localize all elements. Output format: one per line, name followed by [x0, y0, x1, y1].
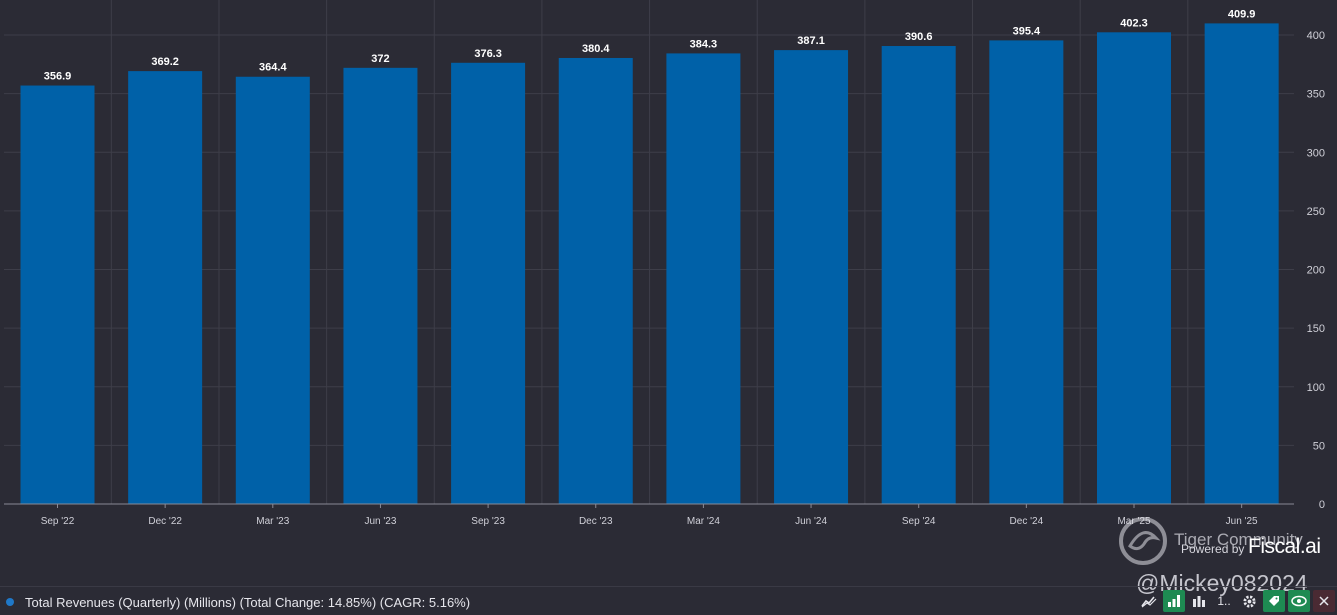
legend-dot: [6, 598, 14, 606]
y-tick-label: 250: [1307, 206, 1325, 218]
line-chart-icon[interactable]: [1138, 590, 1160, 612]
x-tick-label: Dec '22: [148, 516, 182, 527]
x-tick-label: Sep '22: [41, 516, 75, 527]
eye-icon[interactable]: [1288, 590, 1310, 612]
x-tick-label: Sep '24: [902, 516, 936, 527]
revenue-bar-chart: 356.9 369.2 364.4 372 376.3 380.4 384.3 387.1 39…: [4, 0, 1325, 527]
watermark-community: Tiger Community: [1174, 530, 1303, 549]
data-label: 384.3: [690, 38, 718, 50]
data-labels: 356.9 369.2 364.4 372 376.3 380.4 384.3 387.1 39…: [44, 8, 1256, 82]
x-tick-label: Mar '24: [687, 516, 720, 527]
bar-chart-icon[interactable]: [1163, 590, 1185, 612]
data-label: 402.3: [1120, 17, 1148, 29]
watermark-powered-by: Powered by: [1181, 542, 1245, 556]
legend[interactable]: Total Revenues (Quarterly) (Millions) (T…: [6, 593, 470, 611]
y-tick-label: 150: [1307, 323, 1325, 335]
tag-icon[interactable]: [1263, 590, 1285, 612]
bar[interactable]: [881, 46, 956, 505]
bar[interactable]: [451, 62, 526, 505]
y-tick-label: 400: [1307, 30, 1325, 42]
x-tick-label: Mar '23: [256, 516, 289, 527]
bar[interactable]: [235, 76, 310, 504]
data-label: 390.6: [905, 31, 933, 43]
bar[interactable]: [343, 67, 418, 504]
bar[interactable]: [128, 71, 203, 504]
bar[interactable]: [20, 85, 95, 504]
y-tick-label: 350: [1307, 89, 1325, 101]
legend-label: Total Revenues (Quarterly) (Millions) (T…: [25, 594, 471, 610]
bar[interactable]: [774, 50, 849, 505]
bar[interactable]: [1204, 23, 1279, 505]
y-axis-ticks: 0 50 100 150 200 250 300 350 400: [1307, 30, 1325, 511]
y-tick-label: 200: [1307, 265, 1325, 277]
bars: [20, 23, 1279, 505]
bar[interactable]: [666, 53, 741, 504]
data-label: 387.1: [797, 35, 825, 47]
gridlines: [4, 0, 1294, 504]
bar[interactable]: [989, 40, 1064, 505]
data-label: 356.9: [44, 71, 72, 83]
data-label: 372: [371, 53, 389, 65]
footer-divider: [0, 586, 1337, 587]
watermark-brand: Fiscal.ai: [1248, 535, 1321, 558]
data-label: 376.3: [474, 48, 502, 60]
y-tick-label: 50: [1313, 440, 1325, 452]
data-label: 380.4: [582, 43, 610, 55]
y-tick-label: 0: [1319, 499, 1325, 511]
x-tick-label: Jun '24: [795, 516, 827, 527]
bar[interactable]: [1097, 32, 1171, 504]
y-tick-label: 300: [1307, 147, 1325, 159]
data-label: 409.9: [1228, 8, 1256, 20]
x-tick-label: Dec '24: [1010, 516, 1044, 527]
data-label: 369.2: [151, 56, 179, 68]
gear-icon[interactable]: [1238, 590, 1260, 612]
x-tick-label: Dec '23: [579, 516, 613, 527]
x-tick-label: Sep '23: [471, 516, 505, 527]
data-label: 395.4: [1013, 25, 1041, 37]
tiger-logo-icon: [1119, 517, 1167, 565]
bar[interactable]: [558, 57, 633, 505]
x-tick-label: Jun '25: [1226, 516, 1258, 527]
data-label: 364.4: [259, 62, 287, 74]
x-axis-ticks: Sep '22 Dec '22 Mar '23 Jun '23 Sep '23 Dec '…: [41, 504, 1258, 527]
x-tick-label: Jun '23: [364, 516, 396, 527]
y-tick-label: 100: [1307, 382, 1325, 394]
close-icon[interactable]: [1313, 590, 1335, 612]
grouped-bar-icon[interactable]: [1188, 590, 1210, 612]
chart-toolbar: 1..: [1138, 590, 1335, 612]
sort-icon[interactable]: 1..: [1217, 594, 1231, 608]
